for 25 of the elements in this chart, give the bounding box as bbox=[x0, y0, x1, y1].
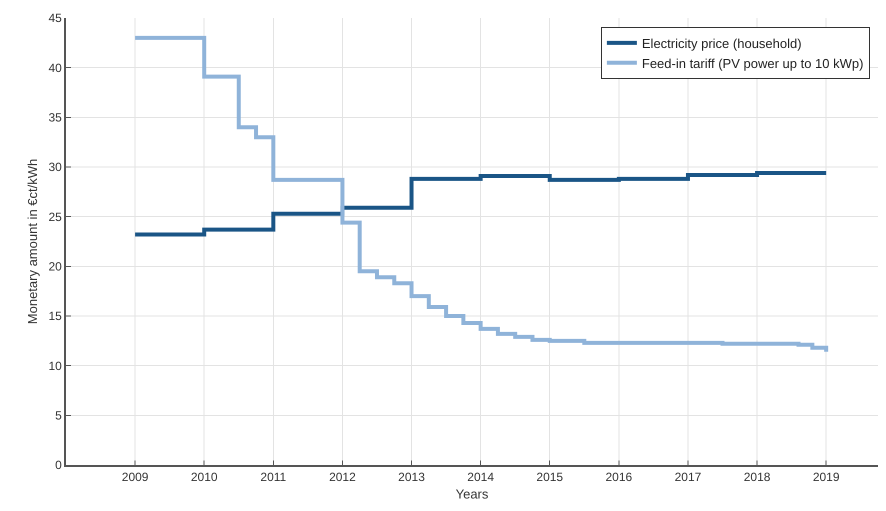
x-axis-title: Years bbox=[456, 486, 489, 502]
y-tick-label: 25 bbox=[48, 210, 62, 224]
y-tick-label: 30 bbox=[48, 160, 62, 174]
y-tick-label: 0 bbox=[55, 458, 62, 472]
y-tick-label: 20 bbox=[48, 260, 62, 274]
x-tick-label: 2018 bbox=[744, 470, 771, 484]
legend-label: Electricity price (household) bbox=[642, 36, 802, 51]
y-tick-label: 40 bbox=[48, 60, 62, 75]
x-tick-label: 2012 bbox=[329, 470, 356, 484]
x-tick-label: 2016 bbox=[606, 470, 633, 484]
x-tick-label: 2015 bbox=[536, 470, 564, 484]
y-tick-label: 45 bbox=[48, 11, 62, 26]
x-tick-label: 2010 bbox=[190, 470, 218, 484]
x-tick-label: 2013 bbox=[398, 470, 426, 484]
x-tick-label: 2014 bbox=[467, 470, 494, 484]
x-tick-label: 2011 bbox=[260, 470, 287, 484]
x-tick-label: 2017 bbox=[674, 470, 702, 484]
legend-label: Feed-in tariff (PV power up to 10 kWp) bbox=[642, 56, 864, 71]
y-tick-label: 35 bbox=[48, 110, 62, 125]
y-tick-label: 10 bbox=[48, 358, 62, 373]
y-tick-label: 5 bbox=[55, 408, 62, 423]
y-axis-title: Monetary amount in €ct/kWh bbox=[24, 158, 40, 324]
x-tick-label: 2019 bbox=[812, 470, 840, 484]
x-tick-label: 2009 bbox=[122, 470, 149, 484]
y-tick-label: 15 bbox=[48, 309, 62, 324]
